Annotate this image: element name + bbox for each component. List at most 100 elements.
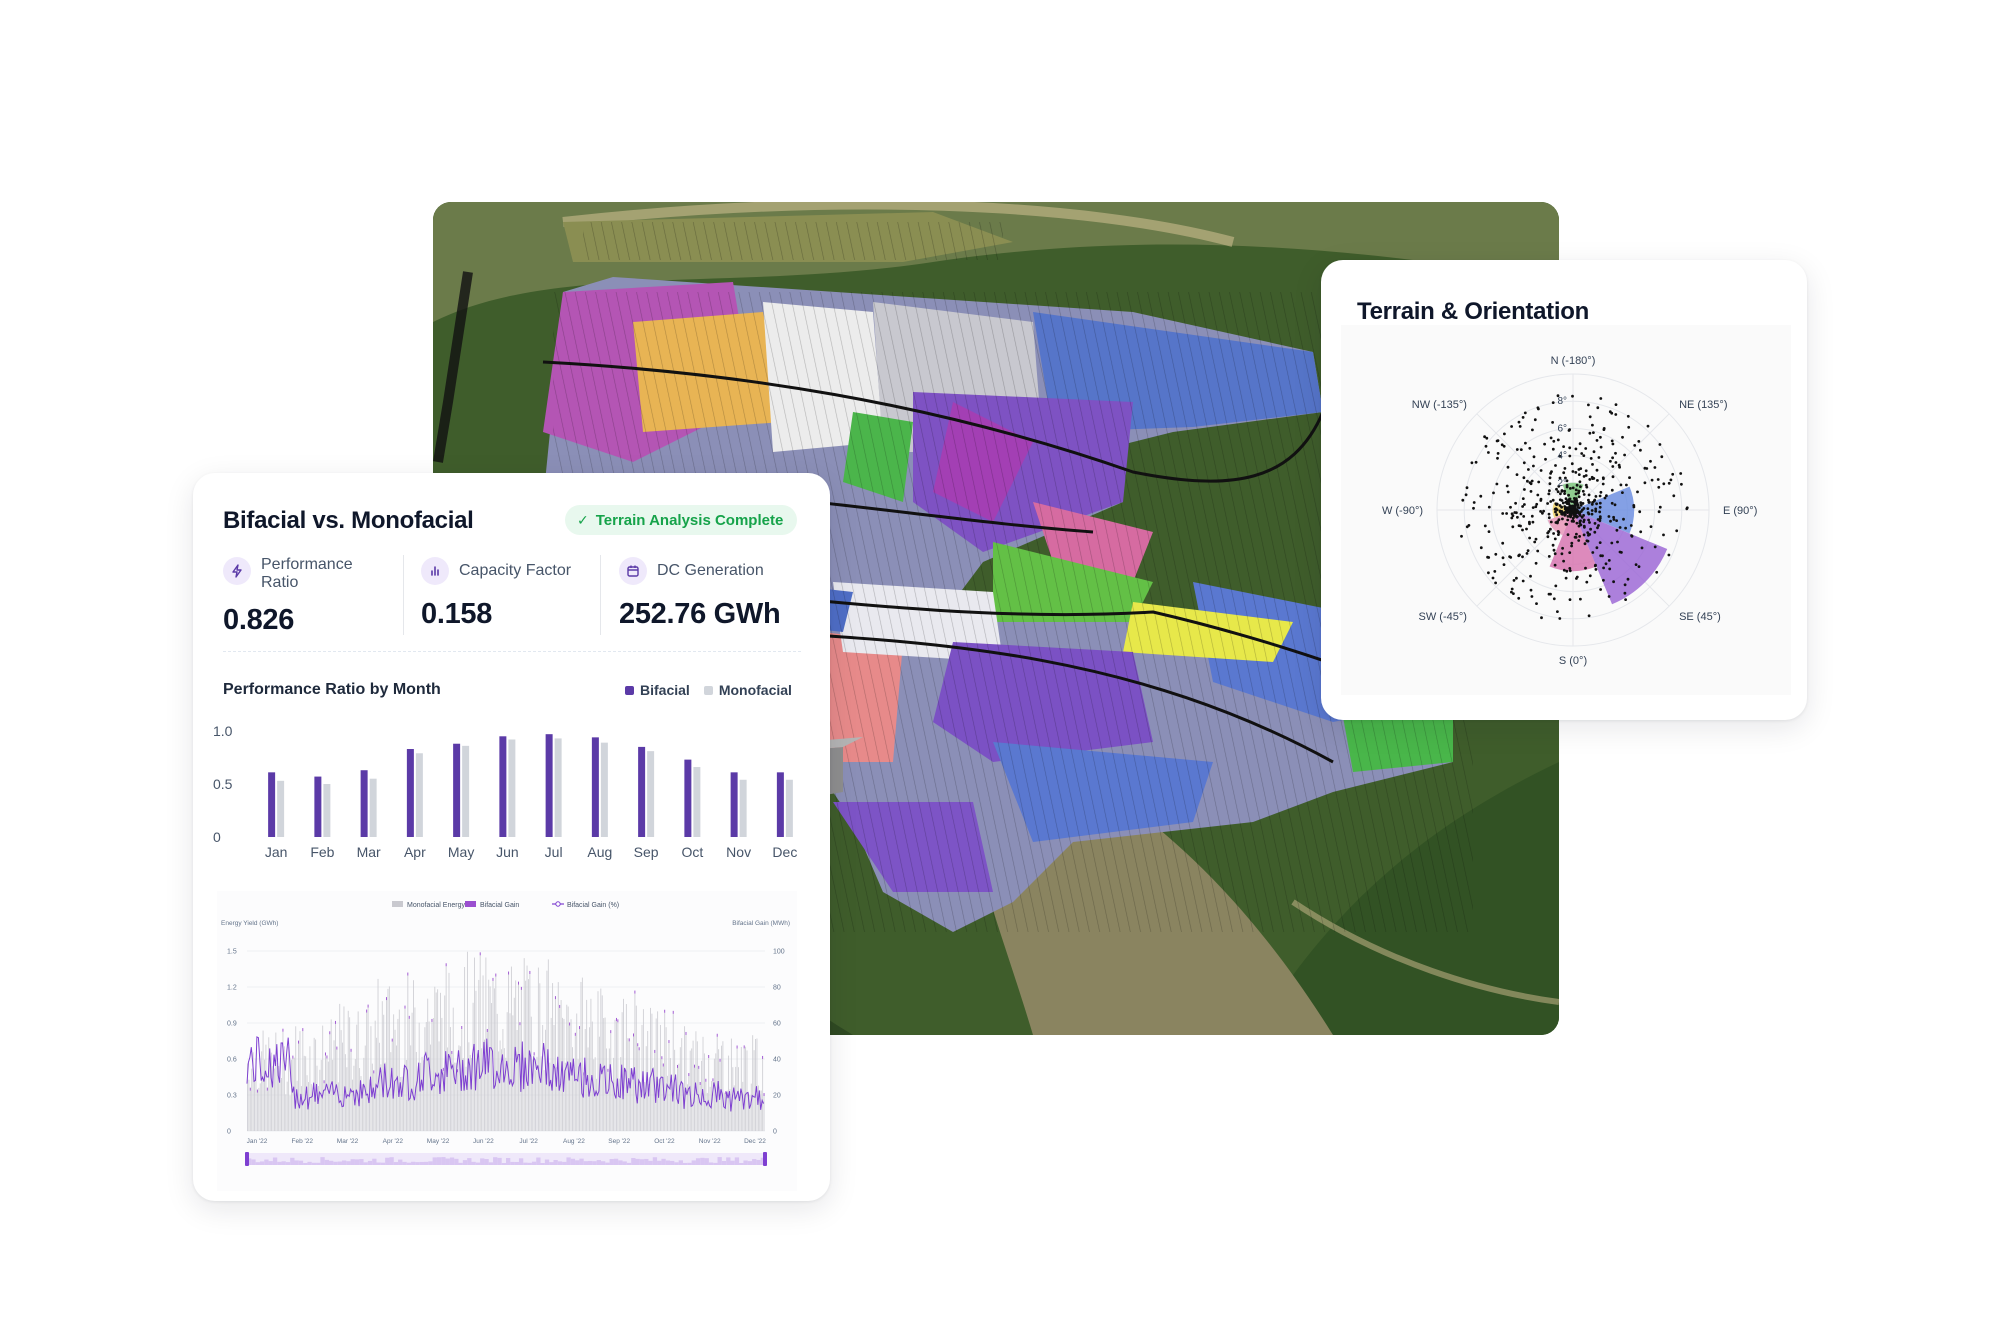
scatter-point: [1605, 494, 1608, 498]
scatter-point: [1615, 519, 1618, 522]
range-slider-sparkline: [398, 1159, 403, 1165]
scatter-point: [1598, 519, 1602, 523]
direction-label: NW (-135°): [1412, 399, 1467, 411]
range-slider-handle-left[interactable]: [245, 1152, 249, 1166]
scatter-point: [1501, 541, 1505, 545]
range-slider-sparkline: [423, 1161, 429, 1165]
scatter-point: [1467, 524, 1471, 527]
y-tick-label: 1.0: [213, 723, 233, 739]
legend-item-monofacial[interactable]: Monofacial: [703, 682, 792, 698]
monofacial-energy-bar: [273, 1068, 275, 1131]
bar-bifacial: [730, 772, 738, 837]
monofacial-energy-bar: [681, 1038, 683, 1131]
bifacial-gain-bar: [282, 1028, 284, 1032]
monofacial-energy-bar: [662, 1066, 664, 1131]
monofacial-energy-bar: [721, 1045, 722, 1131]
bifacial-gain-bar: [334, 1020, 336, 1024]
monofacial-energy-bar: [759, 1090, 761, 1131]
range-slider-sparkline: [600, 1161, 606, 1165]
scatter-point: [1592, 431, 1595, 434]
scatter-point: [1565, 485, 1569, 489]
monofacial-energy-bar: [346, 1067, 348, 1131]
bifacial-gain-bar: [719, 1058, 721, 1062]
monofacial-energy-bar: [316, 1065, 318, 1131]
legend-item-bifacial[interactable]: Bifacial: [625, 682, 690, 698]
monofacial-energy-bar: [692, 1040, 694, 1131]
orientation-polar-chart: 2° 4° 6° 8° N (-180°) NE (135°) E (90°) SE (45°…: [1341, 325, 1791, 695]
scatter-point: [1578, 442, 1582, 446]
bifacial-gain-bar: [559, 1004, 561, 1008]
scatter-point: [1461, 498, 1465, 502]
scatter-point: [1561, 546, 1564, 550]
scatter-point: [1573, 512, 1577, 516]
range-slider-sparkline: [544, 1159, 550, 1165]
x-tick-label: Sep: [634, 844, 659, 860]
scatter-point: [1503, 432, 1506, 436]
range-slider-sparkline: [298, 1160, 304, 1165]
scatter-point: [1512, 592, 1515, 595]
monofacial-energy-bar: [252, 1052, 254, 1131]
monofacial-energy-bar: [288, 1047, 290, 1131]
monofacial-energy-bar: [671, 1086, 673, 1131]
scatter-point: [1552, 548, 1556, 552]
monofacial-energy-bar: [441, 1017, 443, 1131]
scatter-point: [1543, 442, 1546, 446]
scatter-point: [1595, 468, 1599, 472]
range-slider-handle-right[interactable]: [763, 1152, 767, 1166]
monofacial-energy-bar: [378, 1042, 380, 1131]
scatter-point: [1539, 510, 1542, 513]
monofacial-energy-bar: [716, 1036, 718, 1131]
scatter-point: [1623, 453, 1626, 457]
range-slider-sparkline: [454, 1158, 459, 1165]
scatter-point: [1521, 416, 1525, 419]
monofacial-energy-bar: [501, 1049, 502, 1131]
range-slider-sparkline: [380, 1162, 386, 1165]
monofacial-energy-bar: [577, 1059, 579, 1131]
scatter-point: [1577, 495, 1581, 499]
monofacial-energy-bar: [479, 955, 481, 1131]
sector-e: [1573, 486, 1635, 534]
scatter-point: [1494, 552, 1498, 556]
monofacial-energy-bar: [615, 1020, 617, 1131]
scatter-point: [1615, 528, 1619, 532]
bifacial-gain-bar: [672, 1010, 674, 1014]
monofacial-energy-bar: [549, 1062, 551, 1131]
monofacial-energy-bar: [300, 1086, 302, 1131]
scatter-point: [1568, 551, 1572, 554]
monofacial-energy-bar: [299, 1031, 301, 1131]
scatter-point: [1579, 519, 1582, 523]
scatter-point: [1560, 499, 1564, 502]
scatter-point: [1562, 568, 1566, 572]
scatter-point: [1649, 525, 1653, 528]
scatter-point: [1568, 598, 1572, 601]
scatter-point: [1577, 468, 1581, 471]
x-tick-label: Oct: [681, 844, 703, 860]
x-tick-label: Jul '22: [519, 1138, 538, 1145]
monofacial-energy-bar: [279, 1080, 281, 1131]
monofacial-energy-bar: [333, 1040, 335, 1131]
bifacial-gain-bar: [664, 1009, 666, 1013]
monofacial-energy-bar: [329, 1034, 331, 1131]
range-slider-sparkline: [514, 1161, 519, 1165]
scatter-point: [1569, 487, 1572, 490]
scatter-point: [1612, 580, 1615, 584]
range-slider-sparkline: [518, 1158, 524, 1165]
bifacial-gain-bar: [451, 1050, 453, 1054]
scatter-point: [1479, 494, 1483, 498]
monofacial-energy-bar: [571, 1047, 573, 1131]
scatter-point: [1556, 530, 1560, 533]
bar-chart-icon: [421, 557, 449, 585]
x-tick-label: May '22: [427, 1138, 450, 1145]
metric-label: Capacity Factor: [459, 562, 572, 579]
y-tick-label-left: 1.5: [227, 949, 237, 956]
range-slider-sparkline: [570, 1158, 576, 1165]
monofacial-energy-bar: [312, 1091, 314, 1131]
scatter-point: [1492, 491, 1495, 495]
y-tick-label-left: 0.9: [227, 1021, 237, 1028]
scatter-point: [1591, 423, 1594, 427]
scatter-point: [1653, 545, 1657, 549]
direction-label: SW (-45°): [1419, 611, 1467, 623]
range-slider-sparkline: [670, 1160, 675, 1165]
scatter-point: [1547, 512, 1551, 516]
metric-value: 0.826: [223, 604, 295, 636]
